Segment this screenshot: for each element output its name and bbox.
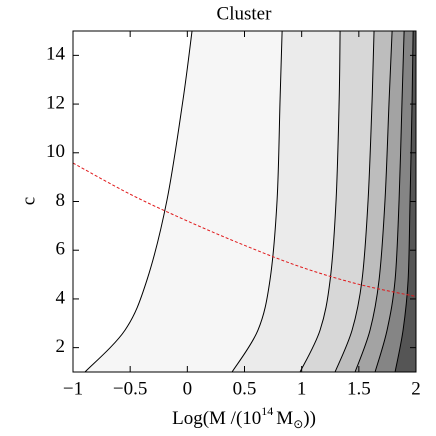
x-tick-label: 0.5 [233, 378, 257, 399]
y-tick-label: 6 [56, 239, 66, 260]
contour-line [84, 31, 193, 372]
x-label-part: )) [303, 408, 316, 429]
contour-band [300, 31, 375, 372]
contour-band [395, 31, 416, 372]
x-tick-label: 0 [183, 378, 193, 399]
x-tick-label: −1 [63, 378, 83, 399]
contour-fill [73, 31, 416, 372]
x-label-sub: ⊙ [293, 417, 303, 431]
contour-band [85, 31, 283, 372]
y-tick-label: 4 [56, 287, 66, 308]
y-axis-label: c [18, 197, 39, 205]
x-tick-label: 1 [297, 378, 307, 399]
x-label-part: Log(M /(10 [172, 408, 261, 429]
contour-band [355, 31, 405, 372]
y-tick-label: 8 [56, 190, 66, 211]
contour-band [232, 31, 341, 372]
contour-band [73, 31, 193, 372]
y-tick-label: 14 [46, 44, 66, 65]
plot-lines [73, 31, 416, 372]
axes: −1 −0.5 0 0.5 1 1.5 2 2 4 6 8 10 12 14 [46, 31, 421, 399]
y-tick-label: 2 [56, 336, 66, 357]
contour-line [374, 31, 405, 372]
chart-title: Cluster [217, 3, 273, 24]
contour-line [354, 31, 393, 372]
contour-line [231, 31, 283, 372]
reference-line [73, 162, 416, 297]
contour-line [334, 31, 375, 372]
contour-band [375, 31, 414, 372]
y-tick-label: 10 [46, 141, 65, 162]
contour-line [394, 31, 414, 372]
x-tick-label: −0.5 [113, 378, 147, 399]
x-label-part: M [276, 408, 293, 429]
x-axis-label: Log(M /(1014 M⊙)) [172, 404, 316, 431]
contour-line [299, 31, 341, 372]
x-label-sup: 14 [261, 404, 273, 418]
x-tick-label: 2 [411, 378, 421, 399]
y-tick-label: 12 [46, 92, 65, 113]
x-tick-label: 1.5 [347, 378, 371, 399]
